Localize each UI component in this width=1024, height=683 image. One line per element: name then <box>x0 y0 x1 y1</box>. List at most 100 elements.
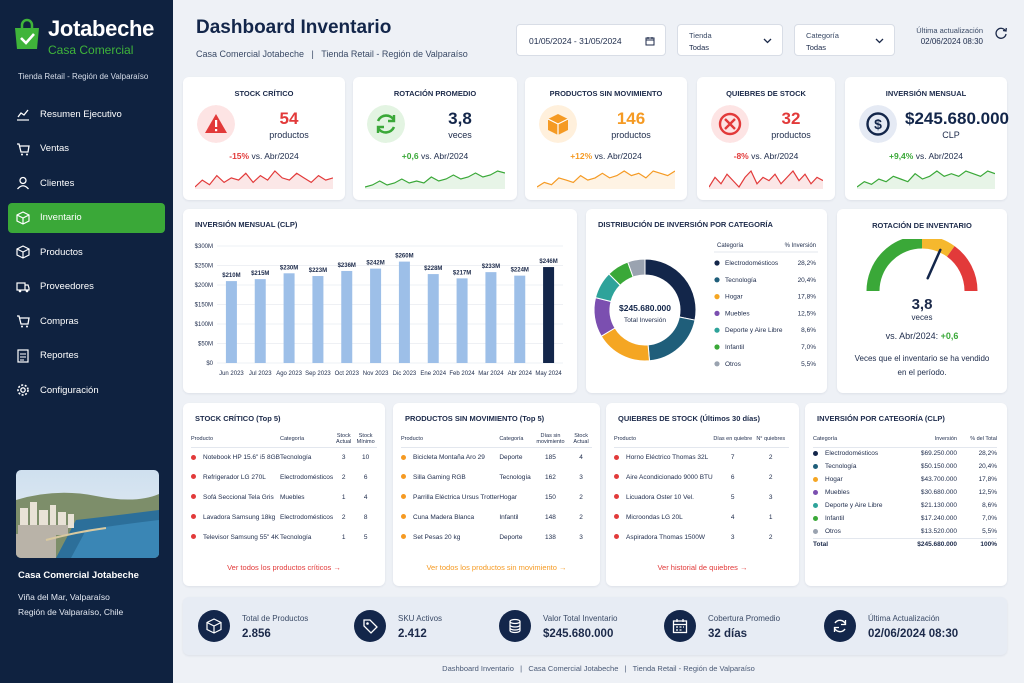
row-marker <box>614 494 619 500</box>
brand-logo[interactable]: Jotabeche Casa Comercial <box>12 16 172 60</box>
table-cell: 1 <box>753 507 789 527</box>
kpi-card[interactable]: STOCK CRÍTICO 54 productos -15% vs. Abr/202… <box>183 77 345 200</box>
cell-text: 4 <box>579 453 583 461</box>
bar-value-label: $260M <box>395 254 413 260</box>
kpi-card[interactable]: ROTACIÓN PROMEDIO 3,8 veces +0,6 vs. Abr/20… <box>353 77 517 200</box>
no-movement-link[interactable]: Ver todos los productos sin movimiento → <box>393 563 600 572</box>
gauge-title: ROTACIÓN DE INVENTARIO <box>872 221 972 230</box>
legend-value: 28,2% <box>798 260 817 267</box>
table-row[interactable]: Muebles $30.680.000 12,5% <box>813 486 997 499</box>
no-movement-table: Producto Categoría Días sin movimiento Stoc… <box>401 431 592 547</box>
table-cell: Parrilla Eléctrica Ursus Trotter <box>401 487 499 507</box>
row-marker <box>813 451 818 457</box>
company-name: Casa Comercial Jotabeche <box>18 570 139 581</box>
cell-text: 12,5% <box>978 489 997 496</box>
table-row[interactable]: Electrodomésticos $69.250.000 28,2% <box>813 447 997 460</box>
table-row[interactable]: Deporte y Aire Libre $21.130.000 8,6% <box>813 499 997 512</box>
bar <box>543 267 555 363</box>
table-row[interactable]: Set Pesas 20 kg Deporte 138 3 <box>401 527 592 547</box>
bar <box>312 276 324 363</box>
table-row[interactable]: Microondas LG 20L 4 1 <box>614 507 789 527</box>
critical-stock-link[interactable]: Ver todos los productos críticos → <box>183 563 385 572</box>
legend-value: 12,5% <box>798 310 817 317</box>
kpi-card[interactable]: QUIEBRES DE STOCK 32 productos -8% vs. Abr/… <box>697 77 835 200</box>
table-row[interactable]: Cuna Madera Blanca Infantil 148 2 <box>401 507 592 527</box>
summary-icon-wrap <box>664 610 696 642</box>
table-row[interactable]: Sofá Seccional Tela Gris Muebles 1 4 <box>191 487 377 507</box>
table-row[interactable]: Lavadora Samsung 18kg Electrodomésticos 2 8 <box>191 507 377 527</box>
table-cell: 4 <box>354 487 377 507</box>
summary-label: Última Actualización <box>868 614 940 623</box>
store-select[interactable]: Tienda Todas <box>677 24 783 56</box>
sidebar-item-productos[interactable]: Productos <box>8 237 165 267</box>
bar-value-label: $215M <box>251 271 269 277</box>
total-row: Total $245.680.000 100% <box>813 538 997 551</box>
row-marker <box>401 494 406 500</box>
kpi-unit: productos <box>611 130 651 140</box>
kpi-card[interactable]: PRODUCTOS SIN MOVIMIENTO 146 productos +12%… <box>525 77 687 200</box>
category-select[interactable]: Categoría Todas <box>794 24 895 56</box>
cell-text: 2 <box>768 473 773 481</box>
sidebar-item-clientes[interactable]: Clientes <box>8 168 165 198</box>
cell-text: 5,5% <box>982 527 997 535</box>
row-marker <box>401 534 406 540</box>
table-row[interactable]: Notebook HP 15.6" i5 8GB Tecnología 3 10 <box>191 447 377 467</box>
table-cell: Lavadora Samsung 18kg <box>191 507 280 527</box>
refresh-button[interactable] <box>994 26 1008 40</box>
table-row[interactable]: Infantil $17.240.000 7,0% <box>813 512 997 525</box>
table-row[interactable]: Otros $13.520.000 5,5% <box>813 525 997 538</box>
table-row[interactable]: Bicicleta Montaña Aro 29 Deporte 185 4 <box>401 447 592 467</box>
sidebar-item-label: Clientes <box>40 177 75 189</box>
sidebar-item-compras[interactable]: Compras <box>8 306 165 336</box>
sidebar-item-proveedores[interactable]: Proveedores <box>8 272 165 302</box>
sidebar-item-label: Resumen Ejecutivo <box>40 108 122 120</box>
row-marker <box>191 454 196 460</box>
category-investment-card: INVERSIÓN POR CATEGORÍA (CLP) Categoría I… <box>805 403 1007 586</box>
table-row[interactable]: Televisor Samsung 55" 4K Tecnología 1 5 <box>191 527 377 547</box>
table-cell: 8,6% <box>957 499 997 512</box>
summary-value: 2.856 <box>242 628 271 640</box>
summary-value: $245.680.000 <box>543 628 614 640</box>
summary-label: Total de Productos <box>242 614 309 623</box>
table-cell: Hogar <box>813 473 905 486</box>
stockouts-link[interactable]: Ver historial de quiebres → <box>606 563 799 572</box>
date-range-picker[interactable]: 01/05/2024 - 31/05/2024 <box>516 24 666 56</box>
page-footer: Dashboard Inventario | Casa Comercial Jo… <box>442 664 755 673</box>
table-cell: Infantil <box>813 512 905 525</box>
row-marker <box>813 463 818 469</box>
kpi-card[interactable]: INVERSIÓN MENSUAL $ $245.680.000 CLP +9,4% v… <box>845 77 1009 200</box>
x-tick-label: Sep 2023 <box>305 371 331 377</box>
sidebar-item-ventas[interactable]: Ventas <box>8 134 165 164</box>
table-row[interactable]: Horno Eléctrico Thomas 32L 7 2 <box>614 447 789 467</box>
table-row[interactable]: Aspiradora Thomas 1500W 3 2 <box>614 527 789 547</box>
sidebar-item-inventario[interactable]: Inventario <box>8 202 165 233</box>
monthly-investment-title: INVERSIÓN MENSUAL (CLP) <box>195 220 298 229</box>
kpi-cmp-label: vs. Abr/2024 <box>420 151 469 161</box>
table-cell: 6 <box>713 467 753 487</box>
table-row[interactable]: Licuadora Oster 10 Vel. 5 3 <box>614 487 789 507</box>
bar <box>398 261 410 363</box>
table-row[interactable]: Refrigerador LG 270L Electrodomésticos 2 6 <box>191 467 377 487</box>
table-row[interactable]: Tecnología $50.150.000 20,4% <box>813 460 997 473</box>
cart-icon <box>17 142 30 155</box>
table-row[interactable]: Aire Acondicionado 9000 BTU 6 2 <box>614 467 789 487</box>
kpi-value: 3,8 <box>448 109 472 128</box>
row-marker <box>614 514 619 520</box>
cell-text: 7,0% <box>982 515 997 522</box>
table-cell: 185 <box>531 447 570 467</box>
table-row[interactable]: Silla Gaming RGB Tecnología 162 3 <box>401 467 592 487</box>
refresh-icon <box>833 619 847 633</box>
cell-text: 28,2% <box>978 450 997 458</box>
bar <box>427 274 439 363</box>
table-cell: 150 <box>531 487 570 507</box>
table-cell: 28,2% <box>957 447 997 460</box>
cell-text: 10 <box>362 453 370 461</box>
sidebar-item-resumen-ejecutivo[interactable]: Resumen Ejecutivo <box>8 99 165 129</box>
sidebar-item-configuracion[interactable]: Configuración <box>8 375 165 405</box>
sidebar-item-reportes[interactable]: Reportes <box>8 341 165 371</box>
kpi-cmp-label: vs. Abr/2024 <box>594 151 642 161</box>
table-row[interactable]: Hogar $43.700.000 17,8% <box>813 473 997 486</box>
cell-text: Refrigerador LG 270L <box>203 473 266 481</box>
column-header: % del Total <box>957 431 997 448</box>
table-row[interactable]: Parrilla Eléctrica Ursus Trotter Hogar 150… <box>401 487 592 507</box>
